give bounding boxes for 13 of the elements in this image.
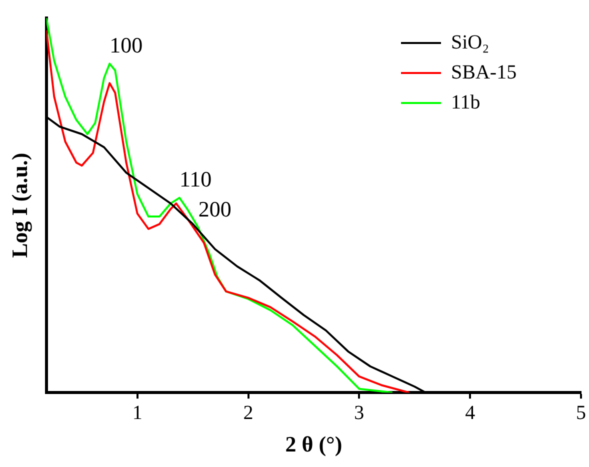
legend-label: SBA-15	[451, 61, 517, 84]
annotation: 110	[179, 166, 212, 192]
x-tick-label: 2	[243, 402, 254, 424]
annotation: 100	[110, 32, 143, 58]
legend-label: SiO₂	[451, 31, 490, 54]
x-tick-label: 4	[465, 402, 476, 424]
annotation: 200	[198, 196, 232, 222]
legend-label: 11b	[451, 91, 480, 114]
x-axis-title: 2 θ (°)	[285, 431, 342, 456]
x-tick-label: 5	[576, 402, 586, 424]
x-tick-label: 3	[354, 402, 364, 424]
y-axis-title: Log I (a.u.)	[6, 152, 32, 258]
x-tick-label: 1	[132, 402, 142, 424]
